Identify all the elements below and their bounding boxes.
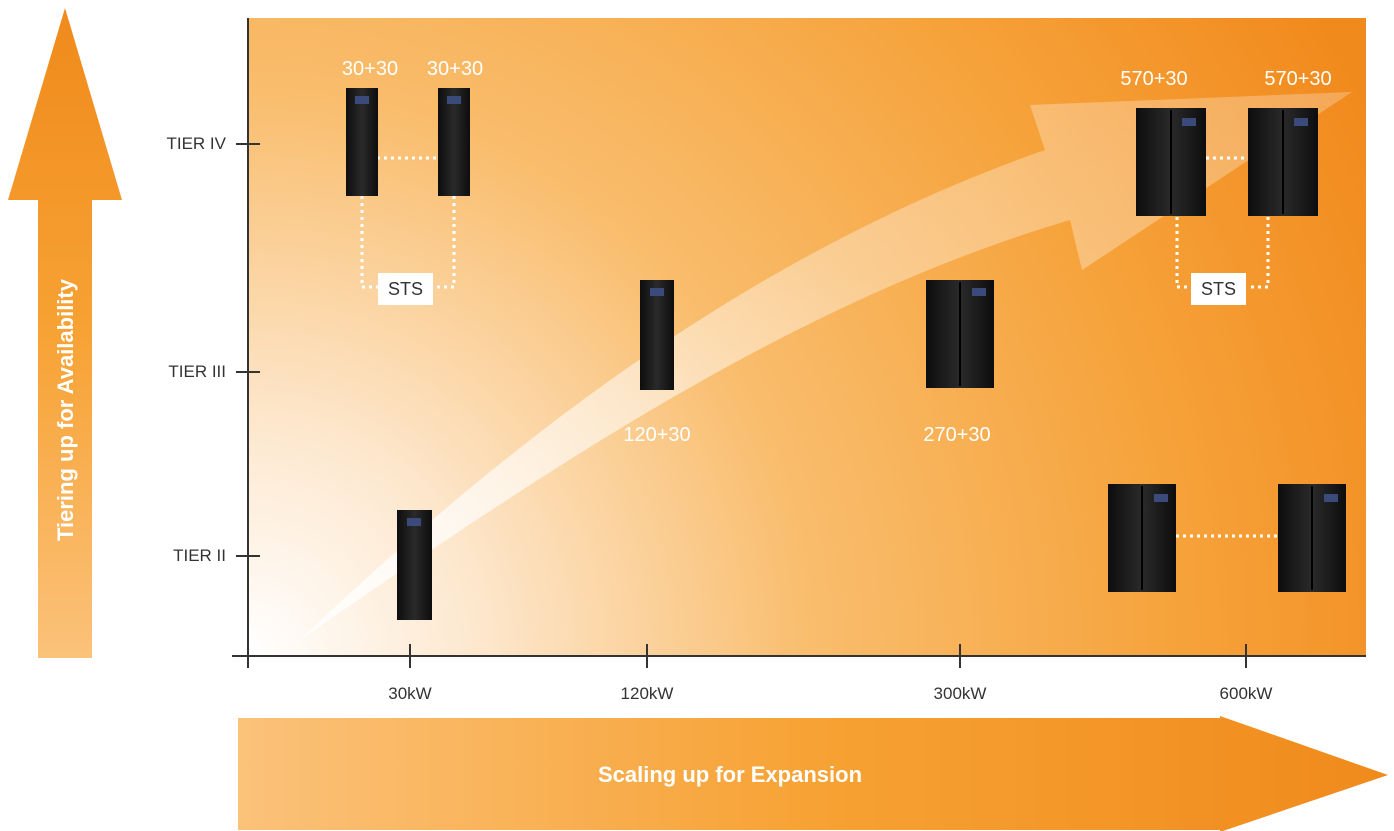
growth-swoosh-arrow — [300, 92, 1352, 640]
cabinet-t3-120 — [640, 280, 674, 390]
cabinet-t2-600b — [1278, 484, 1346, 592]
cabinet-t3-300 — [926, 280, 994, 388]
cabinet-t2-600a — [1108, 484, 1176, 592]
capacity-label-120kw: 120kW — [620, 684, 674, 703]
config-label-t4-left-b: 30+30 — [426, 58, 484, 80]
config-label-t3-300: 270+30 — [923, 424, 991, 446]
capacity-label-600kw: 600kW — [1219, 684, 1273, 703]
cabinet-t2-30 — [397, 510, 432, 620]
expansion-arrow — [238, 716, 1388, 831]
cabinet-t4-600b — [1248, 108, 1318, 216]
dotted-connectors — [360, 156, 1279, 538]
cabinet-t4-30a — [346, 88, 378, 196]
tier-label-iv: TIER IV — [166, 134, 226, 153]
availability-arrow-label: Tiering up for Availability — [53, 279, 78, 542]
expansion-arrow-label: Scaling up for Expansion — [597, 762, 863, 787]
config-label-t4-left-a: 30+30 — [341, 58, 399, 80]
sts-box-left: STS — [378, 273, 434, 305]
config-label-t4-right-b: 570+30 — [1264, 68, 1332, 90]
tier-label-ii: TIER II — [173, 546, 226, 565]
capacity-label-30kw: 30kW — [388, 684, 432, 703]
availability-arrow — [8, 8, 122, 658]
cabinet-t4-30b — [438, 88, 470, 196]
cabinet-t4-600a — [1136, 108, 1206, 216]
sts-box-right: STS — [1191, 273, 1247, 305]
capacity-label-300kw: 300kW — [933, 684, 987, 703]
config-label-t3-120: 120+30 — [623, 424, 691, 446]
tier-label-iii: TIER III — [168, 362, 226, 381]
config-label-t4-right-a: 570+30 — [1120, 68, 1188, 90]
